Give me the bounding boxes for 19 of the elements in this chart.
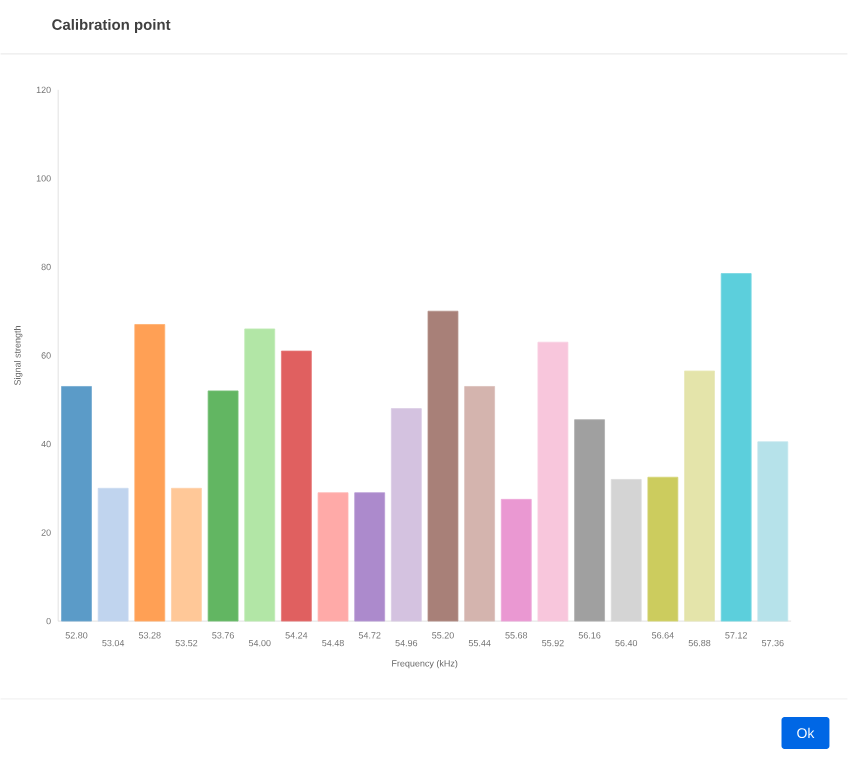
bar xyxy=(720,272,752,622)
bar xyxy=(207,390,239,622)
bar xyxy=(244,328,276,622)
bar xyxy=(647,476,679,622)
bar xyxy=(61,385,92,622)
bar xyxy=(427,310,459,622)
bar xyxy=(390,407,422,622)
bar xyxy=(97,487,129,622)
bar xyxy=(757,440,789,622)
bar xyxy=(684,370,715,622)
bar xyxy=(317,491,349,622)
bar xyxy=(354,491,386,622)
bar xyxy=(500,498,532,622)
bar xyxy=(171,487,202,622)
bar xyxy=(134,323,166,622)
bar xyxy=(574,418,605,622)
bar xyxy=(464,385,496,622)
bar xyxy=(537,341,569,622)
bar xyxy=(281,350,312,622)
